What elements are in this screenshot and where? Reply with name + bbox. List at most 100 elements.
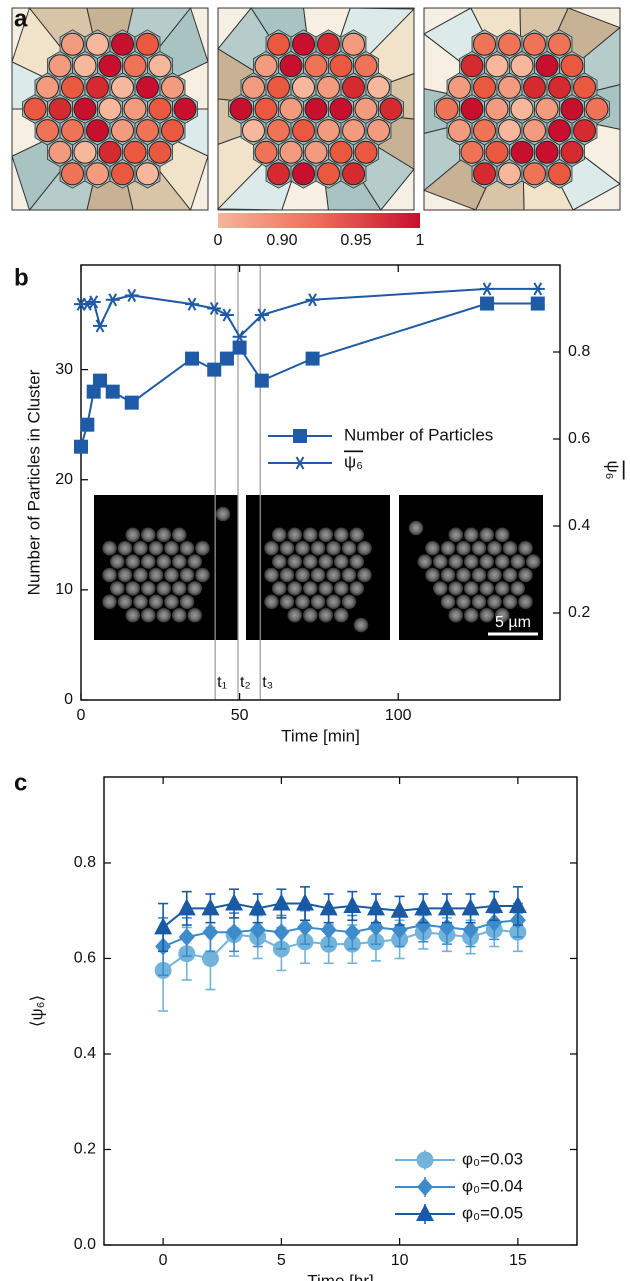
- inset-particle: [133, 567, 148, 583]
- inset-particle: [156, 554, 172, 569]
- inset-particle: [125, 607, 141, 623]
- inset-particle: [302, 554, 318, 569]
- particle: [548, 32, 571, 56]
- particle: [498, 119, 521, 143]
- inset-particle: [494, 554, 510, 569]
- inset-particle: [195, 567, 210, 583]
- x-tick-label: 50: [231, 707, 249, 724]
- marker-stroke: [308, 293, 317, 307]
- particle: [229, 97, 253, 121]
- marker: [86, 384, 101, 399]
- inset-particle: [326, 594, 341, 610]
- inset-particle: [215, 506, 231, 522]
- inset-particle: [494, 527, 510, 543]
- marker: [297, 918, 314, 937]
- marker: [219, 308, 234, 322]
- marker-stroke: [222, 308, 232, 322]
- inset-particle: [341, 567, 357, 583]
- particle: [535, 54, 559, 78]
- inset-particle: [179, 594, 195, 610]
- marker: [80, 417, 95, 432]
- marker: [207, 301, 222, 316]
- marker: [93, 319, 108, 333]
- inset-particle: [102, 594, 117, 610]
- inset-particle: [287, 607, 303, 623]
- particle: [136, 32, 159, 56]
- particle: [254, 54, 278, 78]
- marker: [86, 295, 101, 309]
- x-axis-label: Time [min]: [281, 726, 360, 745]
- particle: [304, 54, 328, 78]
- marker-stroke: [95, 319, 105, 333]
- panel-label: b: [14, 264, 29, 291]
- marker: [93, 373, 108, 388]
- inset-particle: [302, 607, 318, 623]
- marker: [249, 920, 266, 939]
- particle: [279, 54, 303, 78]
- particle: [48, 97, 72, 121]
- particle: [136, 162, 159, 186]
- inset-particle: [271, 554, 287, 569]
- particle: [161, 75, 184, 99]
- inset-particle: [432, 554, 448, 569]
- particle: [292, 119, 315, 143]
- inset-particle: [518, 540, 533, 556]
- inset-particle: [487, 540, 502, 556]
- inset-particle: [187, 607, 203, 623]
- inset-particle: [479, 607, 495, 623]
- marker: [296, 893, 315, 911]
- particle: [48, 140, 72, 164]
- x-tick-label: 5: [277, 1252, 286, 1269]
- marker-stroke: [108, 293, 118, 307]
- inset-particle: [349, 527, 365, 543]
- particle: [23, 97, 47, 121]
- particle: [342, 32, 365, 56]
- particle: [498, 32, 521, 56]
- inset-particle: [333, 607, 349, 623]
- marker: [485, 895, 504, 913]
- marker: [154, 917, 173, 935]
- colorbar-label: 0: [214, 232, 223, 249]
- inset-particle: [502, 594, 518, 610]
- legend-label: φ₀=0.05: [462, 1203, 523, 1222]
- inset-particle: [487, 594, 502, 610]
- particle: [485, 140, 509, 164]
- marker: [185, 297, 200, 311]
- y2-tick-label: 0.8: [568, 343, 590, 360]
- particle: [485, 97, 509, 121]
- particle: [86, 162, 109, 186]
- inset-particle: [471, 594, 487, 610]
- particle: [61, 162, 84, 186]
- marker: [480, 282, 495, 296]
- particle: [460, 140, 484, 164]
- particle: [136, 119, 159, 143]
- marker: [272, 893, 291, 911]
- particle: [317, 162, 340, 186]
- inset-particle: [518, 594, 533, 610]
- inset-particle: [318, 554, 334, 569]
- particle: [61, 119, 84, 143]
- particle: [292, 162, 315, 186]
- inset-particle: [109, 554, 125, 569]
- inset-particle: [264, 567, 279, 583]
- marker: [366, 898, 385, 916]
- inset-particle: [494, 607, 510, 623]
- inset-particle: [171, 554, 187, 569]
- particle: [98, 97, 122, 121]
- particle: [111, 75, 134, 99]
- panel-label: a: [14, 5, 28, 32]
- plot-frame: [80, 264, 561, 701]
- series-line: [162, 919, 518, 948]
- inset-particle: [510, 581, 526, 596]
- particle: [448, 75, 471, 99]
- inset-particle: [341, 540, 357, 556]
- particle: [379, 97, 403, 121]
- particle: [111, 162, 134, 186]
- particle: [510, 54, 534, 78]
- inset-particle: [102, 567, 117, 583]
- inset-particle: [326, 567, 341, 583]
- inset-particle: [494, 581, 510, 596]
- particle: [329, 54, 353, 78]
- particle: [342, 119, 365, 143]
